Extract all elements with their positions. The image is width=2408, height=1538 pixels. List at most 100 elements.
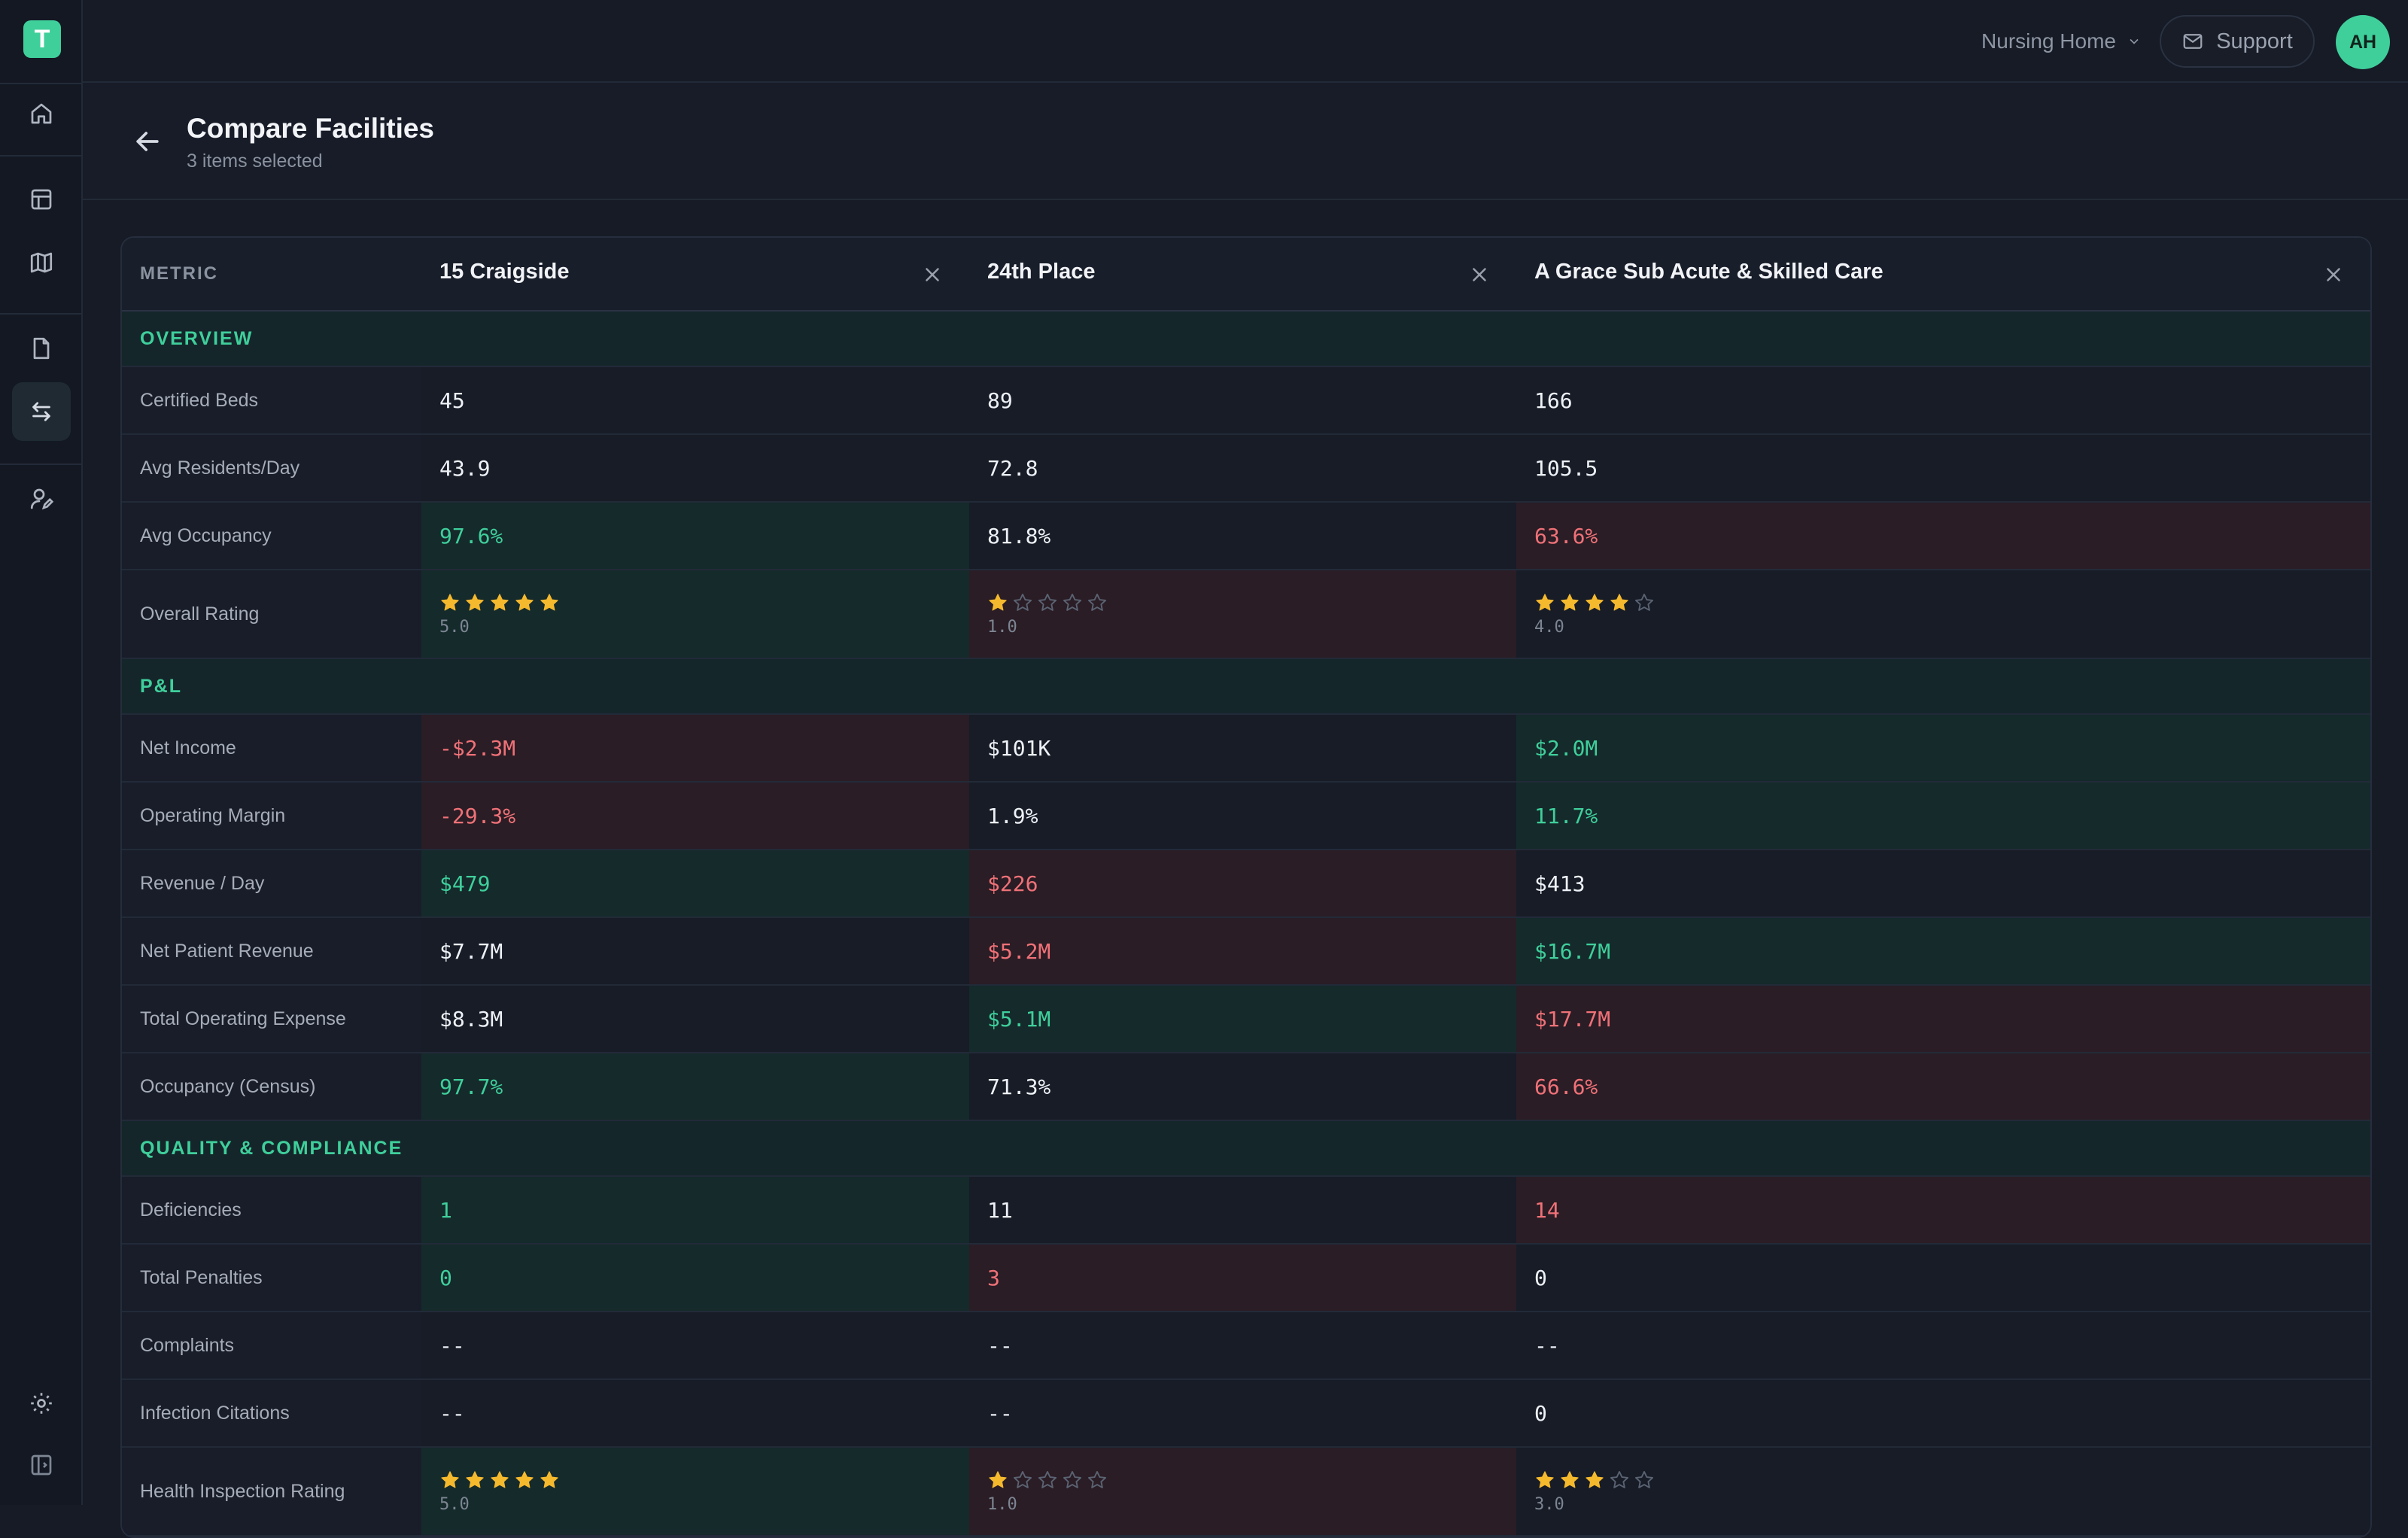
user-edit-icon xyxy=(30,488,54,510)
home-icon xyxy=(31,103,52,124)
rating-number: 1.0 xyxy=(987,617,1017,637)
rating-number: 4.0 xyxy=(1534,617,1564,637)
rating-number: 1.0 xyxy=(987,1494,1017,1514)
mail-icon xyxy=(2183,34,2203,49)
star-icon xyxy=(466,593,484,610)
metric-value: $17.7M xyxy=(1534,1006,1611,1032)
nav-documents[interactable] xyxy=(12,319,71,378)
table-row: Complaints -- -- -- xyxy=(122,1312,2370,1380)
metric-value: 72.8 xyxy=(987,455,1038,481)
star-icon xyxy=(491,593,509,610)
facility-column-header: 15 Craigside xyxy=(421,238,969,310)
star-rating xyxy=(439,592,560,613)
value-cell: 66.6% xyxy=(1516,1053,2370,1120)
nav-map[interactable] xyxy=(12,233,71,292)
metric-value: 97.6% xyxy=(439,523,503,549)
sidebar-toggle[interactable] xyxy=(12,1436,71,1494)
metric-column-header: METRIC xyxy=(140,263,218,284)
table-row: Avg Residents/Day 43.9 72.8 105.5 xyxy=(122,435,2370,503)
table-row: Health Inspection Rating 5.0 1.0 3.0 xyxy=(122,1448,2370,1536)
close-icon[interactable] xyxy=(2322,263,2345,286)
metric-value: 105.5 xyxy=(1534,455,1598,481)
value-cell: -- xyxy=(1516,1312,2370,1378)
value-cell: $226 xyxy=(969,850,1516,916)
metric-value: $5.1M xyxy=(987,1006,1051,1032)
metric-label: Certified Beds xyxy=(122,367,421,433)
value-cell: 1.0 xyxy=(969,570,1516,658)
nav-home[interactable] xyxy=(12,84,71,143)
value-cell: 11.7% xyxy=(1516,783,2370,849)
value-cell: 97.7% xyxy=(421,1053,969,1120)
metric-label: Deficiencies xyxy=(122,1177,421,1243)
value-cell: 1.9% xyxy=(969,783,1516,849)
star-icon xyxy=(1063,593,1082,611)
metric-value: -- xyxy=(439,1333,465,1358)
metric-value: 1 xyxy=(439,1197,452,1223)
table-row: Total Operating Expense $8.3M $5.1M $17.7M xyxy=(122,986,2370,1053)
table-row: Revenue / Day $479 $226 $413 xyxy=(122,850,2370,918)
avatar[interactable]: AH xyxy=(2336,15,2390,69)
metric-label: Overall Rating xyxy=(122,570,421,658)
nav-compare[interactable] xyxy=(12,382,71,441)
value-cell: $479 xyxy=(421,850,969,916)
value-cell: $7.7M xyxy=(421,918,969,984)
table-row: Overall Rating 5.0 1.0 4.0 xyxy=(122,570,2370,659)
metric-value: $7.7M xyxy=(439,938,503,964)
sidebar-toggle-icon xyxy=(31,1454,52,1476)
star-icon xyxy=(1013,593,1032,611)
value-cell: $5.1M xyxy=(969,986,1516,1052)
metric-value: $8.3M xyxy=(439,1006,503,1032)
value-cell: 11 xyxy=(969,1177,1516,1243)
support-button[interactable]: Support xyxy=(2160,15,2315,68)
star-icon xyxy=(441,593,459,610)
metric-value: -29.3% xyxy=(439,803,516,828)
metric-value: 11 xyxy=(987,1197,1013,1223)
table-row: Net Patient Revenue $7.7M $5.2M $16.7M xyxy=(122,918,2370,986)
star-icon xyxy=(1561,1470,1579,1488)
value-cell: 72.8 xyxy=(969,435,1516,501)
value-cell: 89 xyxy=(969,367,1516,433)
metric-value: $2.0M xyxy=(1534,735,1598,761)
arrow-left-icon[interactable] xyxy=(131,125,164,158)
star-icon xyxy=(1610,1470,1629,1488)
facility-name: 15 Craigside xyxy=(439,259,570,284)
star-rating xyxy=(1534,1470,1655,1491)
facility-type-select[interactable]: Nursing Home xyxy=(1981,24,2142,59)
metric-value: 45 xyxy=(439,388,465,413)
star-icon xyxy=(540,593,558,610)
value-cell: 1 xyxy=(421,1177,969,1243)
value-cell: 81.8% xyxy=(969,503,1516,569)
nav-settings[interactable] xyxy=(12,1374,71,1433)
table-icon xyxy=(31,189,52,210)
value-cell: 97.6% xyxy=(421,503,969,569)
facility-name: A Grace Sub Acute & Skilled Care xyxy=(1534,259,1884,284)
value-cell: 3.0 xyxy=(1516,1448,2370,1535)
section-header: OVERVIEW xyxy=(122,312,2370,367)
metric-value: -- xyxy=(1534,1333,1560,1358)
app-logo[interactable]: T xyxy=(23,20,61,58)
table-row: Certified Beds 45 89 166 xyxy=(122,367,2370,435)
value-cell: 166 xyxy=(1516,367,2370,433)
metric-value: $16.7M xyxy=(1534,938,1611,964)
star-icon xyxy=(1063,1470,1082,1488)
metric-value: 81.8% xyxy=(987,523,1051,549)
star-icon xyxy=(1634,593,1654,611)
metric-value: 0 xyxy=(439,1265,452,1290)
value-cell: -29.3% xyxy=(421,783,969,849)
nav-table[interactable] xyxy=(12,170,71,229)
rating-number: 3.0 xyxy=(1534,1494,1564,1514)
close-icon[interactable] xyxy=(1468,263,1491,286)
page-header: Compare Facilities 3 items selected xyxy=(83,83,2408,200)
star-icon xyxy=(989,1470,1007,1488)
close-icon[interactable] xyxy=(921,263,944,286)
star-icon xyxy=(1561,593,1579,610)
value-cell: 5.0 xyxy=(421,1448,969,1535)
star-rating xyxy=(987,1470,1108,1491)
star-icon xyxy=(1536,593,1554,610)
star-icon xyxy=(1087,1470,1107,1488)
nav-user-edit[interactable] xyxy=(12,470,71,528)
metric-label: Occupancy (Census) xyxy=(122,1053,421,1120)
metric-label: Net Patient Revenue xyxy=(122,918,421,984)
metric-value: 166 xyxy=(1534,388,1573,413)
metric-value: 63.6% xyxy=(1534,523,1598,549)
